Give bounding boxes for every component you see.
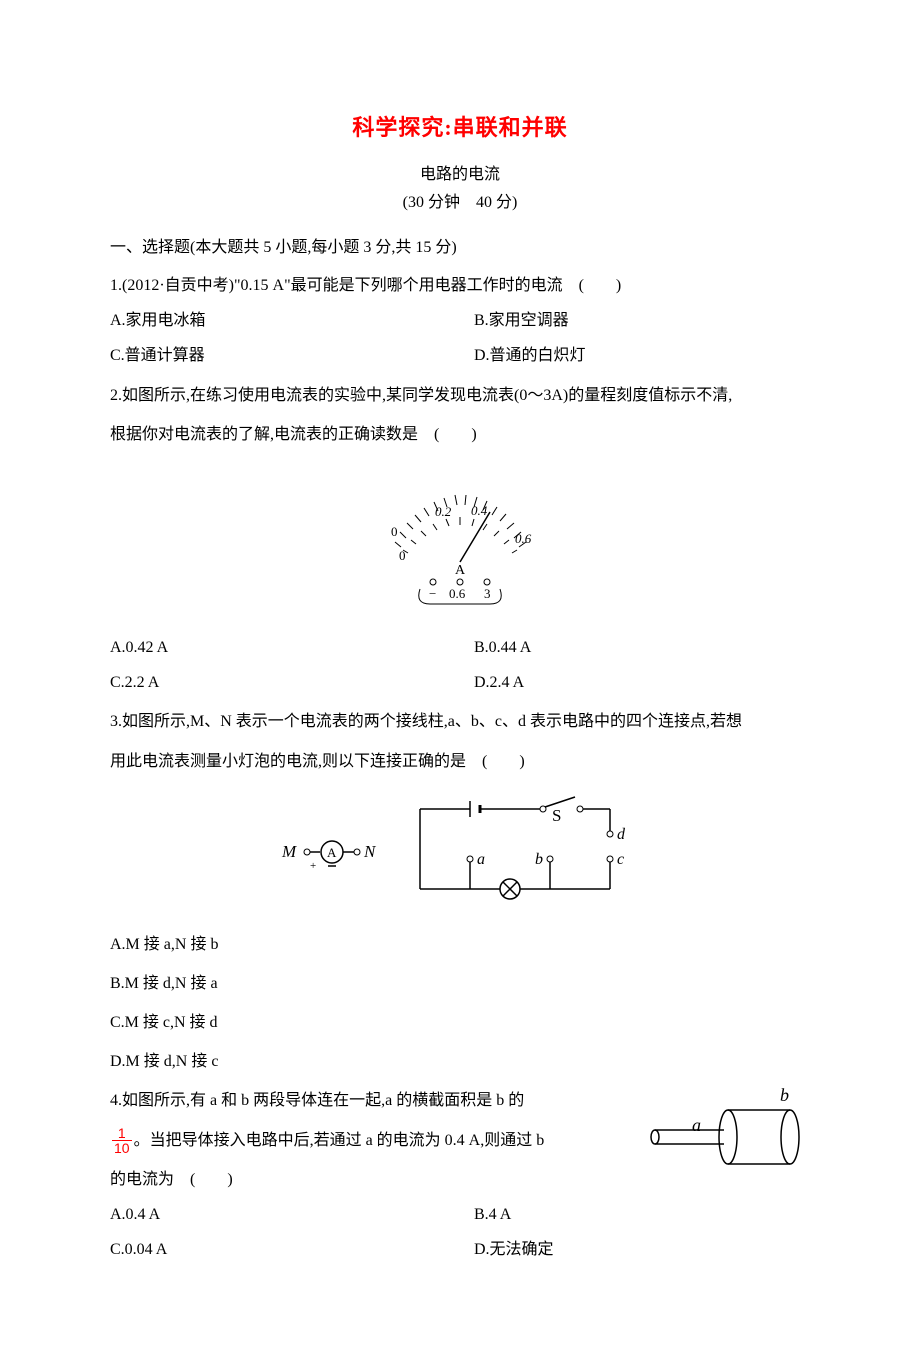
- scale-02: 0.2: [435, 504, 452, 519]
- q3-optC: C.M 接 c,N 接 d: [110, 1005, 810, 1040]
- q3-stem-l1: 3.如图所示,M、N 表示一个电流表的两个接线柱,a、b、c、d 表示电路中的四…: [110, 704, 810, 739]
- q4-l3: 的电流为 ( ): [110, 1162, 620, 1197]
- meter-letter: A: [455, 563, 466, 578]
- label-c: c: [617, 851, 624, 868]
- ammeter-icon: 0 0.2 0.4 0.6 0 A − 0.6 3: [345, 462, 575, 612]
- q3-optA: A.M 接 a,N 接 b: [110, 927, 810, 962]
- label-S: S: [552, 806, 561, 825]
- q4-options-row2: C.0.04 A D.无法确定: [110, 1232, 810, 1267]
- q3-figure: M + A N S: [110, 789, 810, 909]
- scale-04: 0.4: [471, 503, 488, 518]
- q1-options-row2: C.普通计算器 D.普通的白炽灯: [110, 338, 810, 373]
- term-minus: −: [429, 586, 436, 601]
- label-A: A: [327, 845, 337, 860]
- doc-title: 科学探究:串联和并联: [110, 110, 810, 142]
- scale-0-bot: 0: [399, 548, 406, 563]
- label-N: N: [363, 842, 377, 861]
- scale-06: 0.6: [515, 531, 532, 546]
- q2-options-row1: A.0.42 A B.0.44 A: [110, 630, 810, 665]
- label-d: d: [617, 826, 626, 843]
- q4-figure: b a: [640, 1079, 810, 1182]
- label-b: b: [535, 851, 543, 868]
- q2-optD: D.2.4 A: [474, 665, 810, 700]
- q4-optA: A.0.4 A: [110, 1197, 474, 1232]
- q1-options-row1: A.家用电冰箱 B.家用空调器: [110, 303, 810, 338]
- q1-optA: A.家用电冰箱: [110, 303, 474, 338]
- page: 科学探究:串联和并联 电路的电流 (30 分钟 40 分) 一、选择题(本大题共…: [0, 0, 920, 1347]
- q1-optD: D.普通的白炽灯: [474, 338, 810, 373]
- q3-stem-l2: 用此电流表测量小灯泡的电流,则以下连接正确的是 ( ): [110, 744, 810, 779]
- q2-options-row2: C.2.2 A D.2.4 A: [110, 665, 810, 700]
- term-3: 3: [484, 586, 491, 601]
- q2-optC: C.2.2 A: [110, 665, 474, 700]
- doc-subtitle: 电路的电流: [110, 160, 810, 184]
- label-plus: +: [310, 860, 316, 872]
- q3-optD: D.M 接 d,N 接 c: [110, 1044, 810, 1079]
- q3-optB: B.M 接 d,N 接 a: [110, 966, 810, 1001]
- conductor-icon: b a: [640, 1087, 810, 1177]
- q4-optC: C.0.04 A: [110, 1232, 474, 1267]
- term-06: 0.6: [449, 586, 466, 601]
- q4-optB: B.4 A: [474, 1197, 810, 1232]
- q4-text: 4.如图所示,有 a 和 b 两段导体连在一起,a 的横截面积是 b 的 1 1…: [110, 1079, 620, 1197]
- q2-optA: A.0.42 A: [110, 630, 474, 665]
- frac-den: 10: [112, 1141, 132, 1155]
- fig-label-b: b: [780, 1087, 789, 1105]
- q1-optB: B.家用空调器: [474, 303, 810, 338]
- q2-figure: 0 0.2 0.4 0.6 0 A − 0.6 3: [110, 462, 810, 612]
- q4-optD: D.无法确定: [474, 1232, 810, 1267]
- section-1-head: 一、选择题(本大题共 5 小题,每小题 3 分,共 15 分): [110, 232, 810, 264]
- q4-l1: 4.如图所示,有 a 和 b 两段导体连在一起,a 的横截面积是 b 的: [110, 1083, 620, 1118]
- frac-num: 1: [112, 1126, 132, 1141]
- q4-l2a: 。当把导体接入电路中后,若通过 a 的电流为 0.4 A,则通过 b: [134, 1132, 545, 1149]
- q4-l2: 1 10 。当把导体接入电路中后,若通过 a 的电流为 0.4 A,则通过 b: [110, 1123, 620, 1158]
- scale-0-top: 0: [391, 524, 398, 539]
- q2-optB: B.0.44 A: [474, 630, 810, 665]
- q2-stem-l1: 2.如图所示,在练习使用电流表的实验中,某同学发现电流表(0～3A)的量程刻度值…: [110, 378, 810, 413]
- label-a: a: [477, 851, 485, 868]
- label-M: M: [281, 842, 297, 861]
- fig-label-a: a: [692, 1115, 701, 1135]
- q4-block: 4.如图所示,有 a 和 b 两段导体连在一起,a 的横截面积是 b 的 1 1…: [110, 1079, 810, 1197]
- doc-timing: (30 分钟 40 分): [110, 188, 810, 212]
- q1-optC: C.普通计算器: [110, 338, 474, 373]
- fraction-icon: 1 10: [112, 1126, 132, 1155]
- q2-stem-l2: 根据你对电流表的了解,电流表的正确读数是 ( ): [110, 417, 810, 452]
- circuit-icon: M + A N S: [280, 789, 640, 909]
- q4-options-row1: A.0.4 A B.4 A: [110, 1197, 810, 1232]
- q1-stem: 1.(2012·自贡中考)"0.15 A"最可能是下列哪个用电器工作时的电流 (…: [110, 268, 810, 303]
